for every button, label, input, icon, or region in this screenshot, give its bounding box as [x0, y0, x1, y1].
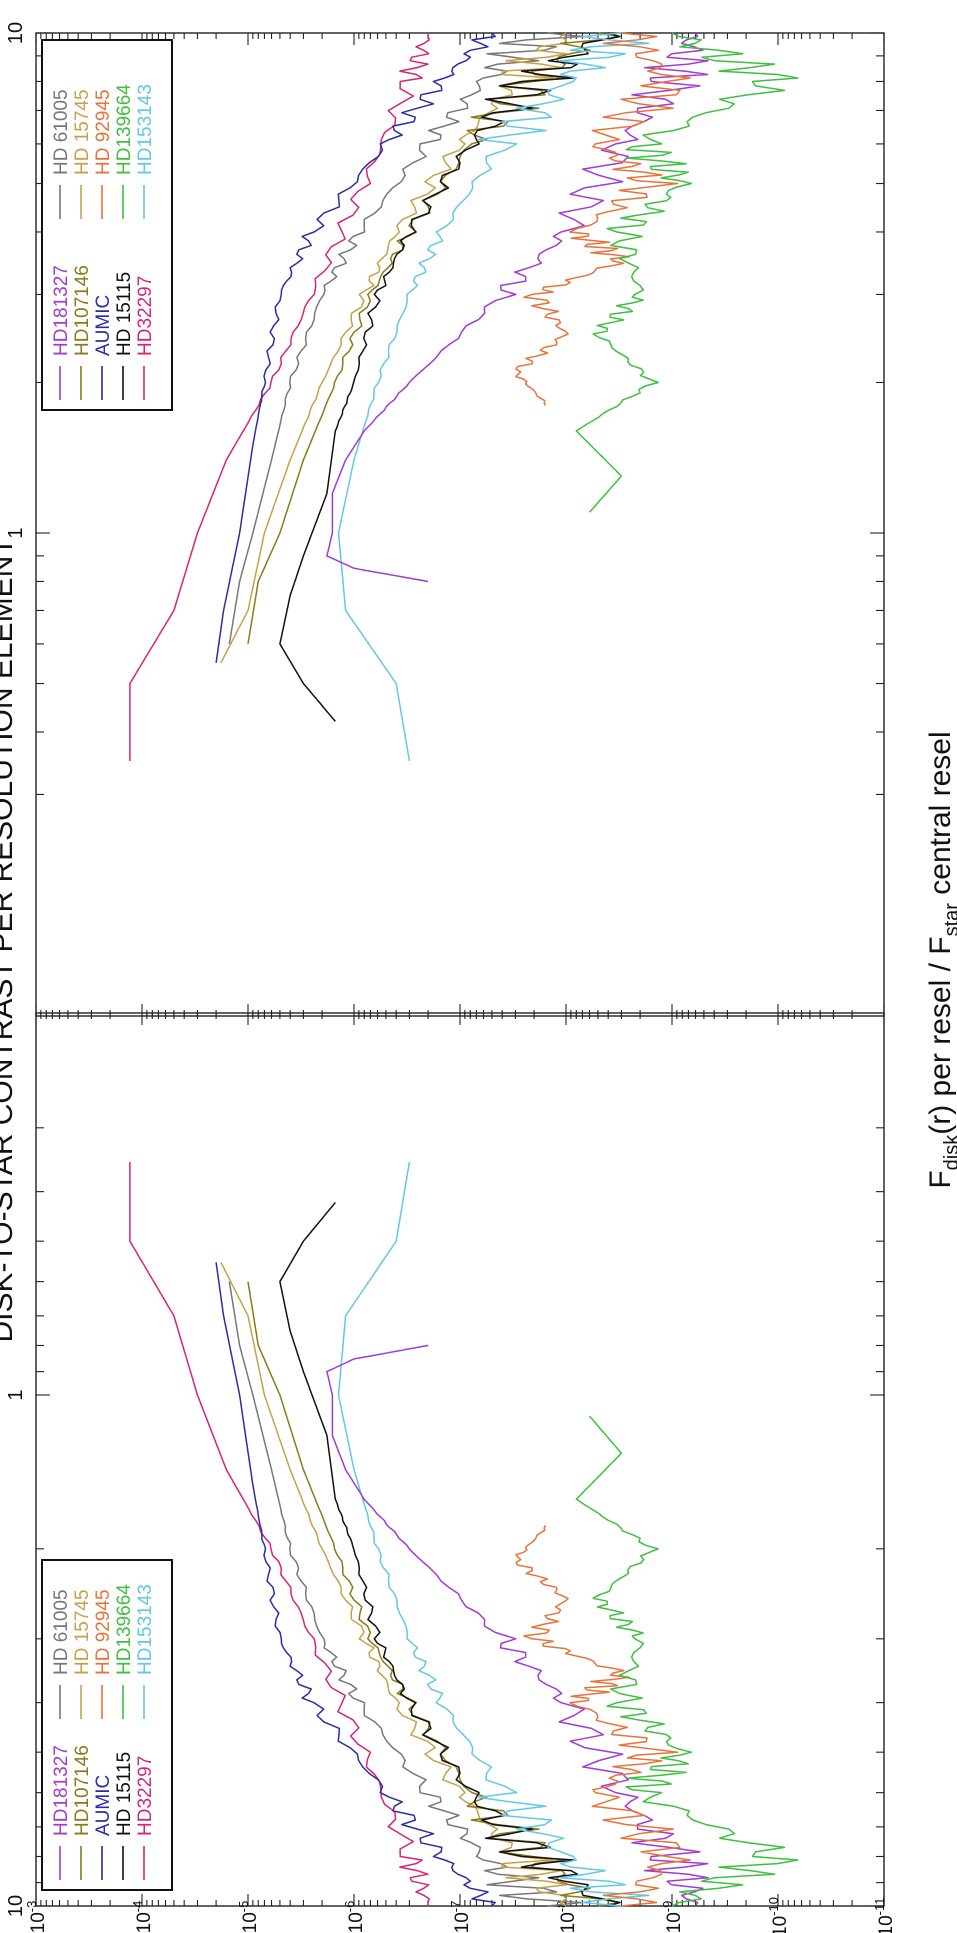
- legend-label: HD32297: [135, 1756, 156, 1836]
- y-tick-exponent: -6: [342, 1901, 357, 1913]
- x-tick-label: 1: [5, 1389, 27, 1400]
- series-line-hd61005: [228, 32, 583, 645]
- y-tick-mantissa: 10: [876, 1915, 897, 1933]
- series-line-hd15115: [279, 1202, 621, 1907]
- legend-label: HD 15745: [72, 89, 93, 175]
- y-tick-exponent: -11: [872, 1898, 887, 1916]
- y-tick-mantissa: 10: [558, 1912, 579, 1933]
- y-tick-exponent: -10: [766, 1897, 781, 1916]
- legend-label: HD153143: [135, 1584, 156, 1675]
- y-tick-label: 10-3: [24, 1901, 49, 1933]
- series-line-hd153143: [337, 32, 650, 762]
- legend-label: HD153143: [135, 84, 156, 175]
- series-line-aumic: [215, 32, 496, 663]
- legend-label: HD 15115: [114, 1752, 135, 1836]
- y-tick-label: 10-5: [236, 1901, 261, 1933]
- y-tick-exponent: -5: [236, 1901, 251, 1913]
- y-tick-mantissa: 10: [240, 1912, 261, 1933]
- legend-box: [41, 39, 173, 411]
- y-tick-label: 10-11: [872, 1898, 897, 1933]
- x-tick-label: 1: [5, 527, 27, 538]
- y-tick-exponent: -8: [554, 1901, 569, 1913]
- legend-label: HD32297: [135, 276, 156, 356]
- y-label-f1: F: [924, 1170, 957, 1188]
- series-line-hd153143: [337, 1161, 650, 1907]
- legend-label: HD139664: [114, 1584, 135, 1675]
- y-tick-exponent: -4: [130, 1901, 145, 1913]
- y-tick-exponent: -9: [660, 1901, 675, 1913]
- y-tick-mantissa: 10: [452, 1912, 473, 1933]
- y-tick-mantissa: 10: [346, 1912, 367, 1933]
- y-tick-label: 10-4: [130, 1901, 155, 1933]
- legend-label: AUMIC: [93, 295, 114, 356]
- legend-label: HD107146: [72, 265, 93, 356]
- legend-label: HD139664: [114, 84, 135, 175]
- x-tick-label: 10: [5, 1895, 27, 1917]
- y-label-star-sub: star: [941, 903, 957, 937]
- series-line-hd107146: [247, 32, 620, 645]
- series-line-hd61005: [228, 1281, 583, 1907]
- series-line-hd92945: [515, 32, 691, 406]
- series-line-hd15115: [279, 32, 621, 722]
- legend-label: HD107146: [72, 1745, 93, 1836]
- y-tick-mantissa: 10: [28, 1912, 49, 1933]
- series-line-aumic: [215, 1262, 496, 1907]
- y-tick-label: 10-9: [660, 1901, 685, 1933]
- data-traces: [129, 32, 799, 1907]
- y-tick-mantissa: 10: [770, 1916, 791, 1933]
- axis-ticks: [35, 32, 885, 1907]
- series-line-hd15745: [220, 1261, 568, 1907]
- y-tick-label: 10-10: [766, 1897, 791, 1933]
- right-legend: HD181327 HD107146 AUMIC HD 15115 HD32297 HD 6…: [41, 39, 173, 411]
- legend-label: HD 61005: [51, 89, 72, 175]
- legend-label: HD 92945: [93, 1589, 114, 1675]
- legend-label: HD181327: [51, 265, 72, 356]
- legend-label: HD181327: [51, 1745, 72, 1836]
- x-tick-label: 10: [5, 22, 27, 44]
- y-axis-label: Fdisk(r) per resel / Fstar central resel: [924, 731, 957, 1188]
- y-label-disk-sub: disk: [941, 1134, 957, 1171]
- series-line-hd32297: [129, 1162, 430, 1907]
- legend-box: [41, 1559, 173, 1891]
- x-tick-labels: 10 1 1 10: [5, 22, 27, 1917]
- legend-label: HD 15745: [72, 1589, 93, 1675]
- y-tick-label: 10-6: [342, 1901, 367, 1933]
- y-tick-label: 10-7: [448, 1901, 473, 1933]
- legend-label: HD 61005: [51, 1589, 72, 1675]
- y-tick-exponent: -3: [24, 1901, 39, 1913]
- series-line-hd92945: [515, 1525, 691, 1907]
- series-line-hd15745: [220, 32, 568, 664]
- series-line-hd139664: [575, 32, 799, 513]
- y-tick-exponent: -7: [448, 1901, 463, 1913]
- legend-label: HD 15115: [114, 272, 135, 356]
- y-label-end: central resel: [924, 731, 957, 903]
- series-line-hd32297: [129, 32, 430, 761]
- y-tick-mantissa: 10: [134, 1912, 155, 1933]
- series-line-hd181327: [326, 32, 709, 583]
- series-line-hd107146: [247, 1281, 620, 1907]
- chart-title: DISK-TO-STAR CONTRAST PER RESOLUTION ELE…: [0, 537, 19, 1342]
- y-label-mid: (r) per resel / F: [924, 936, 957, 1134]
- y-tick-label: 10-8: [554, 1901, 579, 1933]
- series-line-hd139664: [575, 1415, 799, 1907]
- left-legend: HD181327 HD107146 AUMIC HD 15115 HD32297 HD 6…: [41, 1559, 173, 1891]
- legend-label: AUMIC: [93, 1775, 114, 1836]
- series-line-hd181327: [326, 1344, 709, 1907]
- y-tick-mantissa: 10: [664, 1912, 685, 1933]
- legend-label: HD 92945: [93, 89, 114, 175]
